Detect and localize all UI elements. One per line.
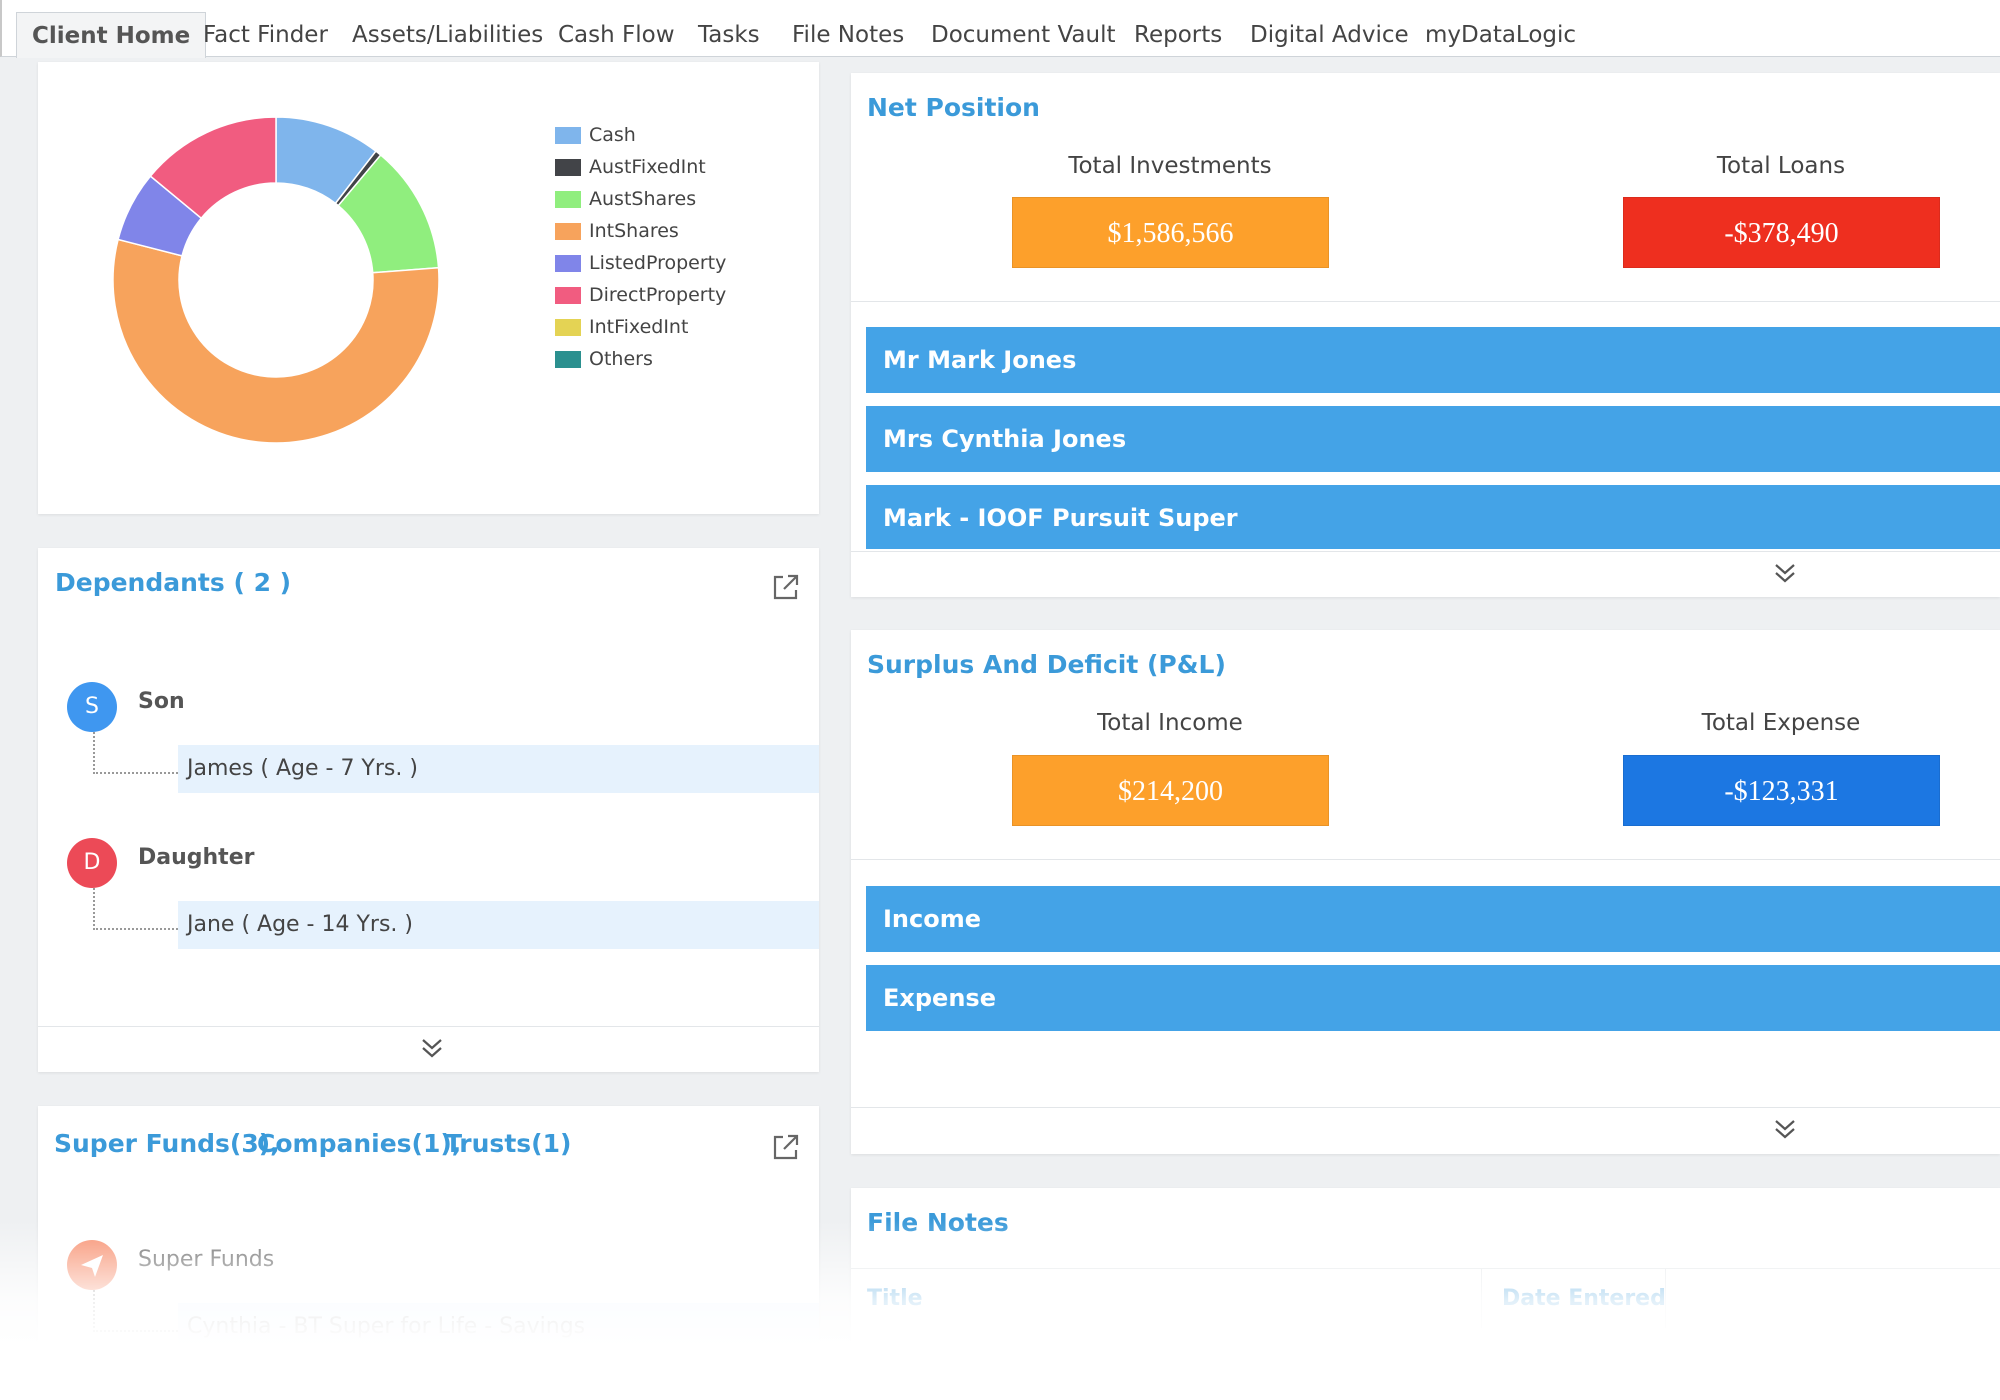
- tab-digital-advice[interactable]: Digital Advice: [1250, 22, 1409, 48]
- card-divider: [851, 859, 2000, 860]
- daughter-avatar: D: [67, 838, 117, 888]
- net-position-title: Net Position: [867, 93, 1040, 122]
- tab-file-notes[interactable]: File Notes: [792, 22, 905, 48]
- dependant-row-james[interactable]: James ( Age - 7 Yrs. ): [178, 745, 819, 793]
- expand-chevron-icon[interactable]: [420, 1037, 444, 1059]
- paper-plane-icon: [81, 1255, 103, 1277]
- asset-allocation-card: Cash AustFixedInt AustShares IntShares Liste…: [38, 62, 819, 514]
- legend-label: IntFixedInt: [589, 316, 689, 338]
- dependants-title[interactable]: Dependants ( 2 ): [55, 568, 292, 597]
- legend-label: DirectProperty: [589, 284, 727, 306]
- expand-chevron-icon[interactable]: [1773, 562, 1797, 584]
- legend-swatch: [555, 159, 581, 176]
- total-income-label: Total Income: [1097, 710, 1243, 736]
- account-mrs-cynthia-jones[interactable]: Mrs Cynthia Jones: [866, 406, 2000, 472]
- legend-swatch: [555, 351, 581, 368]
- total-loans-label: Total Loans: [1716, 153, 1846, 179]
- tab-mydatalogic[interactable]: myDataLogic: [1425, 22, 1577, 48]
- super-fund-row[interactable]: Cynthia - BT Super for Life - Savings: [178, 1303, 819, 1351]
- dependant-relation-son: Son: [138, 689, 185, 714]
- external-link-icon[interactable]: [771, 1132, 801, 1162]
- expand-chevron-icon[interactable]: [1773, 1118, 1797, 1140]
- tab-document-vault[interactable]: Document Vault: [931, 22, 1116, 48]
- super-funds-group-label: Super Funds: [138, 1247, 275, 1272]
- file-notes-card: File Notes Title Date Entered: [851, 1188, 2000, 1400]
- card-divider: [851, 1268, 2000, 1269]
- tab-client-home[interactable]: Client Home: [16, 12, 207, 58]
- tab-fact-finder[interactable]: Fact Finder: [203, 22, 328, 48]
- card-divider: [38, 1026, 819, 1027]
- legend-swatch: [555, 319, 581, 336]
- legend-label: ListedProperty: [589, 252, 727, 274]
- donut-slice-intshares[interactable]: [112, 238, 440, 444]
- legend-label: AustFixedInt: [589, 156, 706, 178]
- legend-swatch: [555, 191, 581, 208]
- account-mark-ioof-pursuit-super[interactable]: Mark - IOOF Pursuit Super: [866, 485, 2000, 549]
- total-investments-value: $1,586,566: [1012, 197, 1329, 268]
- super-fund-avatar: [67, 1240, 117, 1290]
- legend-swatch: [555, 223, 581, 240]
- tree-connector: [93, 1290, 178, 1332]
- legend-label: IntShares: [589, 220, 679, 242]
- tree-connector: [93, 732, 178, 774]
- total-loans-value: -$378,490: [1623, 197, 1940, 268]
- column-divider: [1665, 1268, 1666, 1328]
- section-expense[interactable]: Expense: [866, 965, 2000, 1031]
- tree-connector: [93, 888, 178, 930]
- companies-link[interactable]: Companies(1),: [257, 1129, 462, 1158]
- dependants-card: Dependants ( 2 ) S Son James ( Age - 7 Y…: [38, 548, 819, 1072]
- legend-label: Cash: [589, 124, 636, 146]
- donut-slice-directproperty[interactable]: [149, 116, 277, 220]
- total-investments-label: Total Investments: [1068, 153, 1272, 179]
- tab-assets-liabilities[interactable]: Assets/Liabilities: [352, 22, 544, 48]
- tab-reports[interactable]: Reports: [1134, 22, 1223, 48]
- card-divider: [851, 551, 2000, 552]
- legend-swatch: [555, 127, 581, 144]
- card-divider: [851, 301, 2000, 302]
- surplus-deficit-title: Surplus And Deficit (P&L): [867, 650, 1226, 679]
- dependant-row-jane[interactable]: Jane ( Age - 14 Yrs. ): [178, 901, 819, 949]
- main-tab-bar: Client Home Fact Finder Assets/Liabiliti…: [0, 0, 2000, 58]
- total-expense-value: -$123,331: [1623, 755, 1940, 826]
- legend-swatch: [555, 287, 581, 304]
- column-header-date-entered[interactable]: Date Entered: [1502, 1286, 1666, 1311]
- total-expense-label: Total Expense: [1701, 710, 1861, 736]
- legend-swatch: [555, 255, 581, 272]
- tab-cash-flow[interactable]: Cash Flow: [558, 22, 675, 48]
- file-notes-title: File Notes: [867, 1208, 1009, 1237]
- dependant-relation-daughter: Daughter: [138, 845, 255, 870]
- external-link-icon[interactable]: [771, 572, 801, 602]
- section-income[interactable]: Income: [866, 886, 2000, 952]
- son-avatar: S: [67, 682, 117, 732]
- legend-label: AustShares: [589, 188, 697, 210]
- column-divider: [1481, 1268, 1482, 1328]
- super-funds-link[interactable]: Super Funds(3),: [54, 1129, 280, 1158]
- tab-tasks[interactable]: Tasks: [698, 22, 760, 48]
- card-divider: [851, 1107, 2000, 1108]
- entities-card: Super Funds(3), Companies(1), Trusts(1) …: [38, 1106, 819, 1400]
- asset-allocation-donut-chart: [112, 116, 440, 444]
- legend-label: Others: [589, 348, 653, 370]
- total-income-value: $214,200: [1012, 755, 1329, 826]
- account-mr-mark-jones[interactable]: Mr Mark Jones: [866, 327, 2000, 393]
- trusts-link[interactable]: Trusts(1): [445, 1129, 572, 1158]
- column-header-title[interactable]: Title: [867, 1286, 923, 1311]
